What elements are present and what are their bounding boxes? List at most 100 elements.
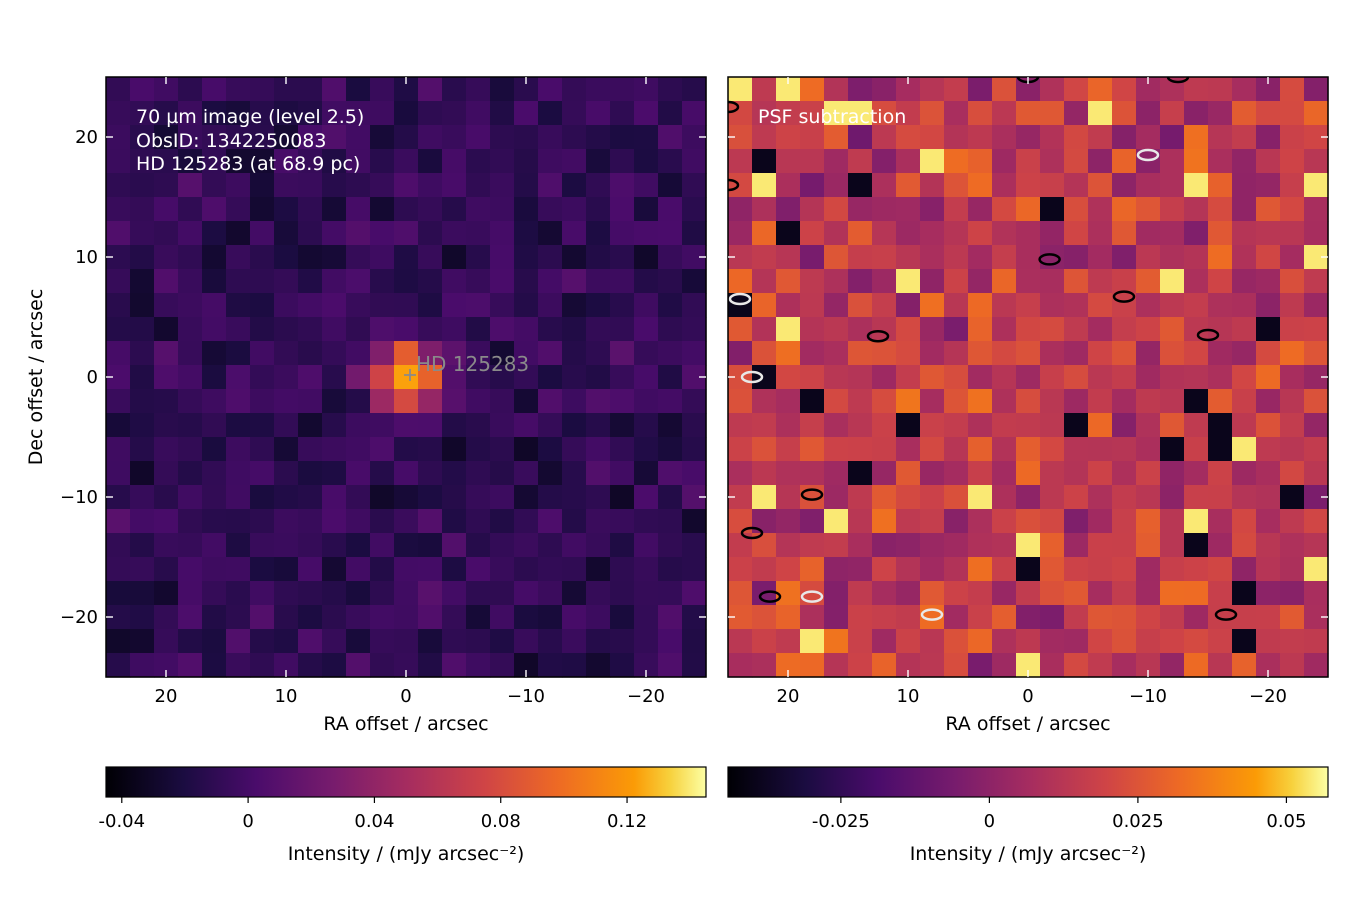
heatmap-cell <box>106 581 131 606</box>
heatmap-cell <box>776 605 801 630</box>
heatmap-cell <box>1016 221 1041 246</box>
heatmap-cell <box>1160 509 1185 534</box>
heatmap-cell <box>322 125 347 150</box>
heatmap-cell <box>298 245 323 270</box>
heatmap-cell <box>370 197 395 222</box>
annotation-line-3: HD 125283 (at 68.9 pc) <box>136 153 360 175</box>
heatmap-cell <box>634 245 659 270</box>
heatmap-cell <box>106 437 131 462</box>
heatmap-cell <box>1160 437 1185 462</box>
heatmap-cell <box>394 629 419 654</box>
heatmap-cell <box>1016 389 1041 414</box>
heatmap-cell <box>274 485 299 510</box>
heatmap-cell <box>728 413 753 438</box>
y-tick-label: 20 <box>75 127 98 148</box>
heatmap-cell <box>1040 173 1065 198</box>
heatmap-cell <box>944 221 969 246</box>
heatmap-cell <box>178 509 203 534</box>
heatmap-cell <box>848 581 873 606</box>
heatmap-cell <box>562 533 587 558</box>
heatmap-cell <box>1280 581 1305 606</box>
heatmap-cell <box>154 413 179 438</box>
heatmap-cell <box>490 341 515 366</box>
heatmap-cell <box>1136 197 1161 222</box>
heatmap-cell <box>562 317 587 342</box>
heatmap-cell <box>514 509 539 534</box>
annotation-psf-subtraction: PSF subtraction <box>758 106 906 128</box>
heatmap-cell <box>896 173 921 198</box>
heatmap-cell <box>130 389 155 414</box>
heatmap-cell <box>538 653 563 678</box>
heatmap-cell <box>490 461 515 486</box>
contour <box>1038 253 1061 266</box>
heatmap-cell <box>776 269 801 294</box>
heatmap-cell <box>920 413 945 438</box>
heatmap-cell <box>1112 389 1137 414</box>
heatmap-cell <box>992 269 1017 294</box>
heatmap-cell <box>728 437 753 462</box>
heatmap-cell <box>130 557 155 582</box>
heatmap-cell <box>1016 245 1041 270</box>
heatmap-cell <box>800 653 825 678</box>
heatmap-cell <box>274 461 299 486</box>
heatmap-cell <box>658 557 683 582</box>
heatmap-cell <box>1280 101 1305 126</box>
heatmap-cell <box>586 293 611 318</box>
heatmap-cell <box>1208 389 1233 414</box>
heatmap-cell <box>1232 461 1257 486</box>
heatmap-cell <box>776 533 801 558</box>
heatmap-cell <box>776 389 801 414</box>
heatmap-cell <box>538 341 563 366</box>
heatmap-cell <box>824 557 849 582</box>
heatmap-cell <box>202 125 227 150</box>
heatmap-cell <box>322 293 347 318</box>
contour <box>1136 148 1160 162</box>
heatmap-cell <box>1112 653 1137 678</box>
heatmap-cell <box>658 101 683 126</box>
heatmap-cell <box>682 269 707 294</box>
heatmap-cell <box>800 365 825 390</box>
heatmap-cell <box>992 605 1017 630</box>
heatmap-cell <box>418 557 443 582</box>
heatmap-cell <box>968 653 993 678</box>
heatmap-cell <box>1256 365 1281 390</box>
heatmap-cell <box>682 461 707 486</box>
colorbar-right: -0.025 0 0.025 0.05 Intensity / (mJy arcsec… <box>727 766 1329 865</box>
heatmap-cell <box>1184 389 1209 414</box>
heatmap-cell <box>896 461 921 486</box>
heatmap-cell <box>106 149 131 174</box>
heatmap-cell <box>1304 461 1329 486</box>
heatmap-cell <box>130 509 155 534</box>
heatmap-cell <box>466 653 491 678</box>
heatmap-cell <box>130 365 155 390</box>
heatmap-cell <box>1136 437 1161 462</box>
heatmap-cell <box>1064 533 1089 558</box>
heatmap-cell <box>1040 293 1065 318</box>
heatmap-cell <box>418 629 443 654</box>
heatmap-cell <box>776 461 801 486</box>
heatmap-cell <box>250 101 275 126</box>
heatmap-cell <box>872 653 897 678</box>
heatmap-cell <box>1136 629 1161 654</box>
heatmap-cell <box>944 533 969 558</box>
heatmap-cell <box>370 605 395 630</box>
heatmap-cell <box>418 605 443 630</box>
heatmap-cell <box>1232 413 1257 438</box>
heatmap-cell <box>1232 389 1257 414</box>
heatmap-cell <box>1232 317 1257 342</box>
heatmap-cell <box>466 317 491 342</box>
heatmap-cell <box>178 437 203 462</box>
heatmap-cell <box>250 509 275 534</box>
heatmap-cell <box>346 557 371 582</box>
heatmap-cell <box>226 629 251 654</box>
heatmap-cell <box>896 629 921 654</box>
heatmap-cell <box>250 125 275 150</box>
heatmap-cell <box>466 413 491 438</box>
heatmap-cell <box>346 581 371 606</box>
heatmap-cell <box>752 653 777 678</box>
heatmap-cell <box>1208 509 1233 534</box>
heatmap-cell <box>490 77 515 102</box>
heatmap-cell <box>682 509 707 534</box>
heatmap-cell <box>490 581 515 606</box>
heatmap-cell <box>346 269 371 294</box>
